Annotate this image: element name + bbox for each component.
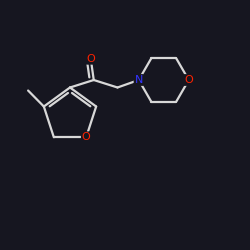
Text: O: O bbox=[184, 75, 193, 85]
Text: O: O bbox=[86, 54, 95, 64]
Text: O: O bbox=[82, 132, 90, 142]
Text: N: N bbox=[134, 75, 143, 85]
